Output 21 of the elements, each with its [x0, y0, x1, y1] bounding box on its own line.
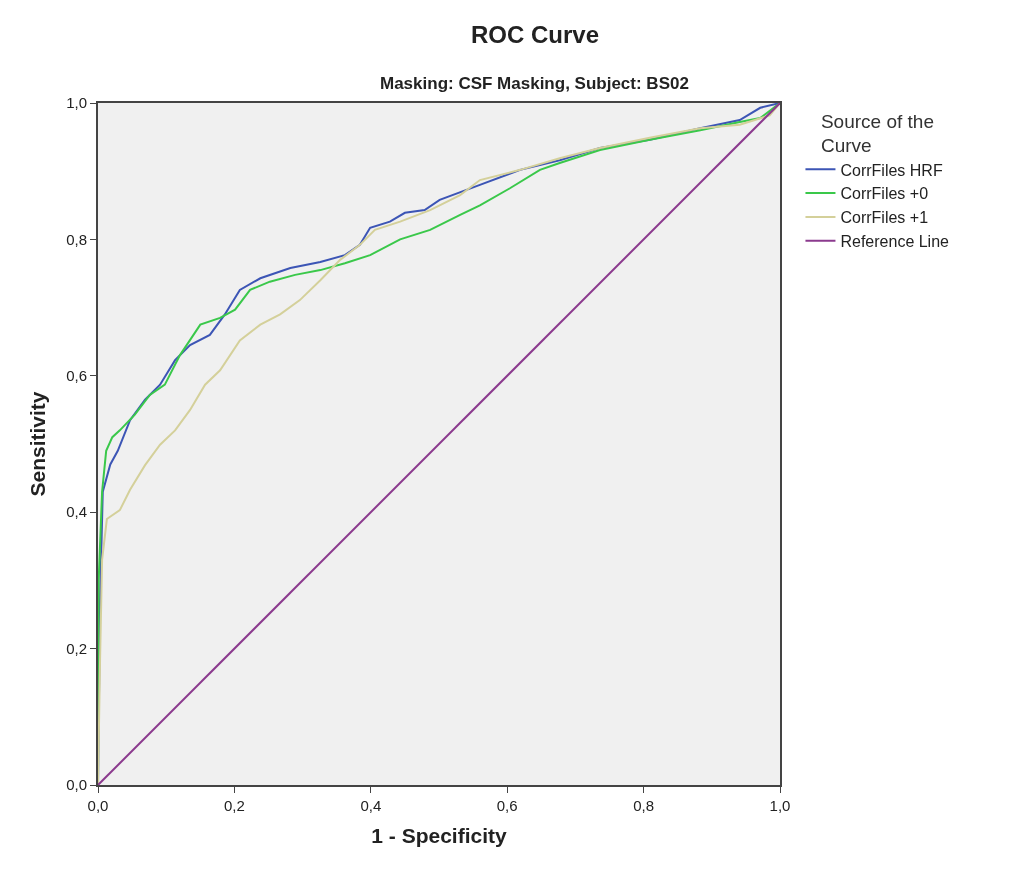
- x-tick-label: 1,0: [769, 797, 791, 814]
- legend-label: CorrFiles HRF: [840, 161, 943, 179]
- x-tick-label: 0,4: [360, 797, 382, 814]
- legend-label: Reference Line: [840, 232, 950, 250]
- chart-title: ROC Curve: [470, 21, 600, 49]
- x-tick-label: 0,0: [87, 797, 109, 814]
- x-axis-title: 1 - Specificity: [371, 823, 508, 847]
- y-tick-label: 0,6: [66, 367, 87, 385]
- y-tick-label: 0,4: [66, 503, 87, 521]
- legend-title: Source of the Curve: [820, 110, 934, 157]
- y-tick-label: 0,0: [66, 776, 87, 794]
- y-tick-label: 1,0: [66, 94, 87, 112]
- legend-label: CorrFiles +0: [840, 185, 929, 203]
- x-tick-label: 0,6: [496, 797, 518, 814]
- chart-subtitle: Masking: CSF Masking, Subject: BS02: [380, 74, 689, 93]
- y-tick-label: 0,2: [66, 639, 87, 657]
- y-tick-label: 0,8: [66, 230, 87, 248]
- x-tick-label: 0,8: [633, 797, 655, 814]
- x-tick-label: 0,2: [223, 797, 245, 814]
- y-axis-title: Sensitivity: [25, 391, 49, 497]
- legend-label: CorrFiles +1: [840, 209, 929, 227]
